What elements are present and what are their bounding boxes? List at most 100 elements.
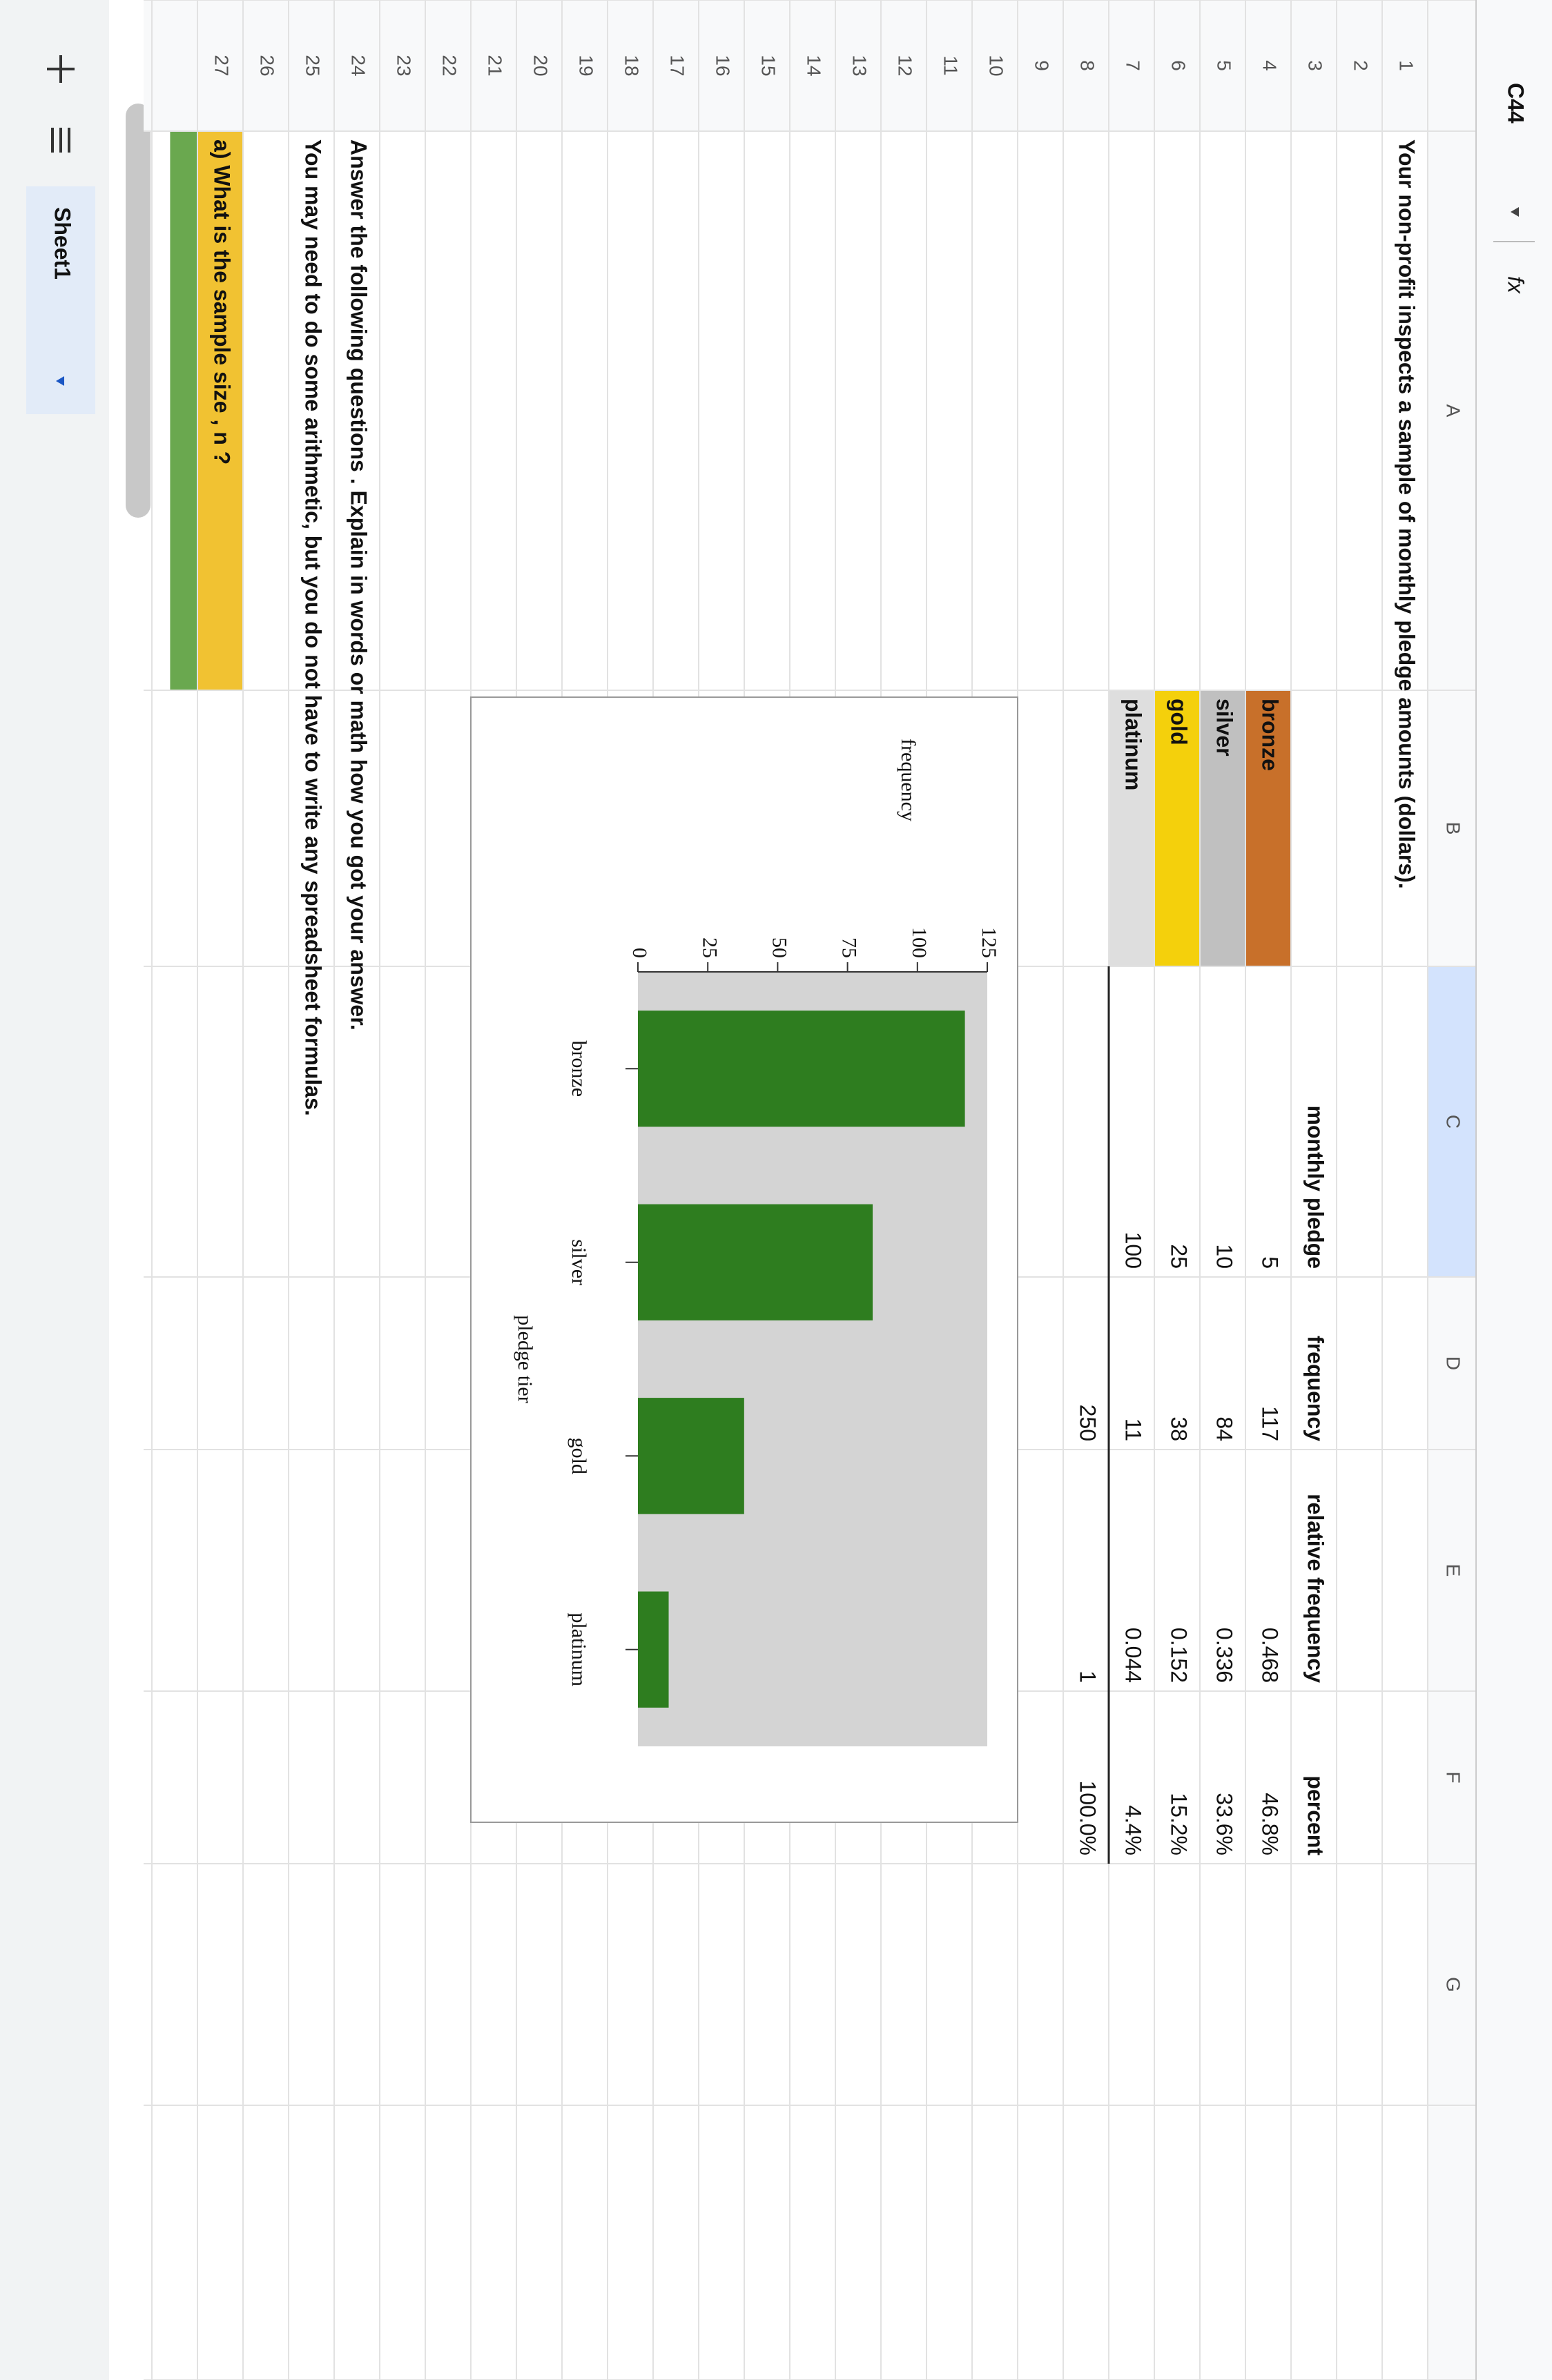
row-number: 11: [940, 55, 962, 75]
question: You may need to do some arithmetic, but …: [301, 139, 326, 1116]
row-number: 23: [394, 55, 415, 76]
table-cell: 4.4%: [1121, 1805, 1146, 1855]
row-number: 22: [439, 55, 460, 76]
selected-column-header: [1428, 966, 1476, 1277]
row-header-band: [144, 0, 1428, 131]
bar: [638, 1011, 965, 1127]
table-cell: 0.336: [1212, 1628, 1237, 1683]
total-cell: 1: [1076, 1670, 1100, 1683]
table-header: percent: [1303, 1775, 1328, 1855]
column-letter: E: [1443, 1564, 1464, 1577]
bar: [637, 1591, 669, 1708]
y-tick-label: 25: [698, 937, 721, 958]
tier-label: platinum: [1121, 699, 1146, 790]
row-number: 8: [1077, 60, 1098, 71]
row-number: 18: [621, 55, 643, 76]
tier-label: bronze: [1258, 699, 1283, 771]
row-number: 26: [257, 55, 278, 76]
x-tick-label: gold: [568, 1438, 590, 1474]
cell-fill: [1154, 690, 1200, 966]
table-header: monthly pledge: [1303, 1106, 1328, 1269]
fx-icon: fx: [1504, 276, 1529, 294]
column-letter: D: [1443, 1356, 1464, 1370]
y-tick-label: 100: [908, 927, 931, 958]
row-number: 1: [1396, 60, 1417, 71]
add-sheet[interactable]: [47, 55, 75, 83]
row-number: 25: [302, 55, 324, 76]
scrollbar[interactable]: [126, 104, 151, 518]
question: a) What is the sample size , n ?: [210, 139, 235, 465]
y-tick-label: 50: [768, 937, 791, 958]
formula-bar: [1476, 0, 1552, 2380]
column-letter: A: [1443, 404, 1464, 418]
table-cell: 33.6%: [1212, 1793, 1237, 1855]
table-cell: 0.152: [1167, 1628, 1192, 1683]
sheet-tab[interactable]: [26, 186, 95, 414]
table-cell: 15.2%: [1167, 1793, 1192, 1855]
sheet-tab-label[interactable]: Sheet1: [50, 207, 75, 280]
row-number: 24: [348, 55, 369, 76]
row-number: 15: [758, 55, 779, 76]
tier-label: silver: [1212, 699, 1237, 757]
table-cell: 117: [1258, 1406, 1283, 1441]
row-number: 14: [804, 55, 825, 76]
row-number: 20: [530, 55, 552, 76]
row-number: 16: [712, 55, 734, 76]
table-cell: 46.8%: [1258, 1793, 1283, 1855]
name-box-dropdown[interactable]: [1511, 207, 1519, 217]
tier-label: gold: [1167, 699, 1192, 745]
row-number: 6: [1168, 60, 1190, 71]
table-cell: 0.468: [1258, 1628, 1283, 1683]
table-cell: 38: [1167, 1416, 1192, 1441]
row-number: 2: [1350, 60, 1372, 71]
question: Answer the following questions . Explain…: [347, 139, 371, 1031]
x-tick-label: platinum: [568, 1612, 590, 1686]
x-tick-label: bronze: [568, 1040, 590, 1097]
cell-fill: [1200, 690, 1245, 966]
table-cell: 10: [1212, 1244, 1237, 1269]
table-cell: 11: [1121, 1418, 1146, 1441]
row-number: 17: [667, 55, 688, 76]
row-number: 7: [1123, 60, 1144, 71]
cell-fill: [1109, 690, 1154, 966]
tab-bar: [0, 0, 109, 2380]
tab-dropdown[interactable]: [56, 376, 64, 386]
cell-fill: [170, 131, 197, 690]
total-cell: 250: [1076, 1405, 1100, 1441]
column-letter: G: [1443, 1977, 1464, 1992]
table-header: frequency: [1303, 1336, 1328, 1441]
row-number: 13: [849, 55, 871, 76]
row-number: 5: [1214, 60, 1235, 71]
row-number: 21: [485, 55, 506, 76]
name-box[interactable]: C44: [1504, 83, 1529, 124]
y-tick-label: 0: [628, 948, 651, 958]
cell-fill: [1245, 690, 1291, 966]
row-number: 4: [1259, 60, 1281, 71]
column-letter: B: [1443, 822, 1464, 835]
table-header: relative frequency: [1303, 1494, 1328, 1683]
row-number: 19: [576, 55, 597, 76]
all-sheets[interactable]: [51, 128, 70, 153]
table-cell: 0.044: [1121, 1628, 1146, 1683]
table-cell: 5: [1258, 1256, 1283, 1269]
table-cell: 84: [1212, 1416, 1237, 1441]
x-axis-title: pledge tier: [514, 1315, 536, 1403]
cell-fill: [197, 131, 243, 690]
x-tick-label: silver: [568, 1239, 590, 1285]
row-number: 12: [895, 55, 916, 76]
y-axis-title: frequency: [897, 739, 920, 821]
row-number: 10: [986, 55, 1007, 76]
y-tick-label: 125: [978, 927, 1000, 958]
bar: [637, 1204, 873, 1320]
row-number: 27: [211, 55, 233, 76]
column-letter: C: [1443, 1115, 1464, 1129]
bar: [637, 1398, 744, 1514]
plot-area: [638, 972, 987, 1746]
table-cell: 100: [1121, 1232, 1146, 1269]
row-number: 9: [1031, 60, 1053, 71]
total-cell: 100.0%: [1076, 1780, 1100, 1855]
table-cell: 25: [1167, 1244, 1192, 1269]
